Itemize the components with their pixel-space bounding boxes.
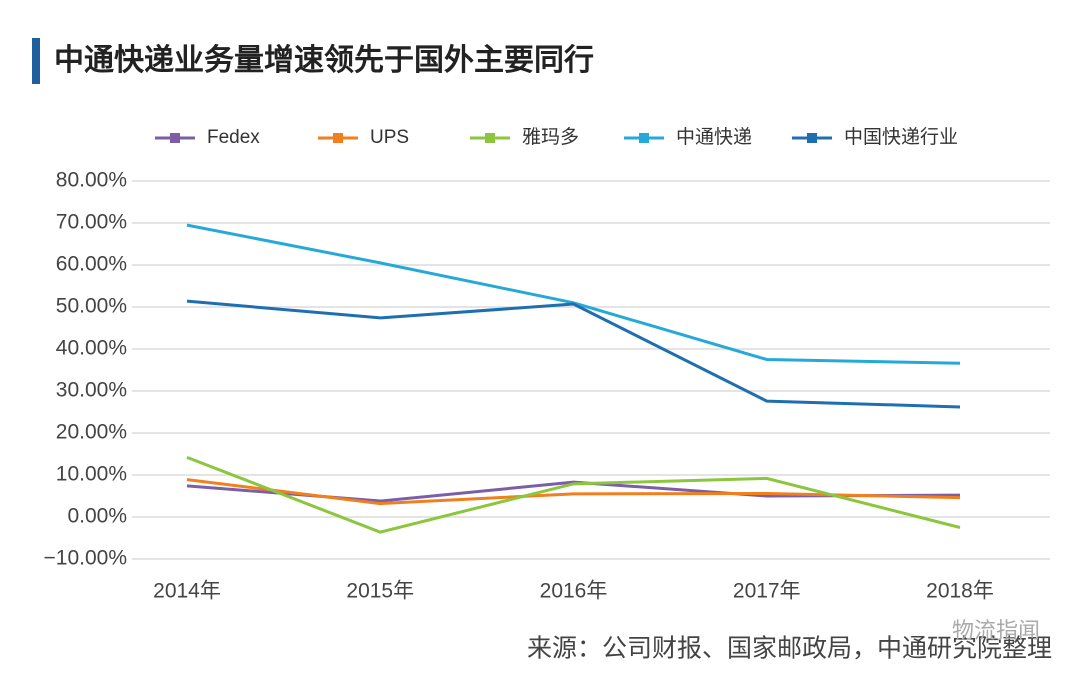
series-line xyxy=(186,299,961,409)
y-tick-label: 60.00% xyxy=(56,253,127,276)
legend-marker xyxy=(807,133,817,143)
y-tick-label: 10.00% xyxy=(56,463,127,486)
legend-label: Fedex xyxy=(207,127,260,148)
source: 来源：公司财报、国家邮政局，中通研究院整理 xyxy=(527,635,1052,663)
series-line xyxy=(186,455,961,534)
x-tick-label: 2018年 xyxy=(926,580,994,603)
y-tick-label: 80.00% xyxy=(56,169,127,192)
legend-label: 中国快递行业 xyxy=(844,126,958,148)
y-tick-label: 70.00% xyxy=(56,211,127,234)
y-tick-label: 30.00% xyxy=(56,379,127,402)
legend-label: 中通快递 xyxy=(676,126,752,148)
legend-label: UPS xyxy=(370,127,409,148)
x-tick-label: 2017年 xyxy=(733,580,801,603)
legend-label: 雅玛多 xyxy=(522,126,579,148)
x-tick-label: 2016年 xyxy=(540,580,608,603)
y-tick-label: −10.00% xyxy=(44,547,128,570)
watermark: 物流指闻 xyxy=(952,618,1040,643)
legend-marker xyxy=(485,133,495,143)
series-line xyxy=(186,223,961,365)
legend-marker xyxy=(639,133,649,143)
legend-marker xyxy=(333,133,343,143)
x-tick-label: 2014年 xyxy=(153,580,221,603)
chart-title: 中通快递业务量增速领先于国外主要同行 xyxy=(54,43,594,77)
y-tick-label: 20.00% xyxy=(56,421,127,444)
y-tick-label: 0.00% xyxy=(67,505,127,528)
title-bar xyxy=(32,38,40,84)
y-tick-label: 40.00% xyxy=(56,337,127,360)
x-tick-label: 2015年 xyxy=(346,580,414,603)
legend-marker xyxy=(170,133,180,143)
y-tick-label: 50.00% xyxy=(56,295,127,318)
